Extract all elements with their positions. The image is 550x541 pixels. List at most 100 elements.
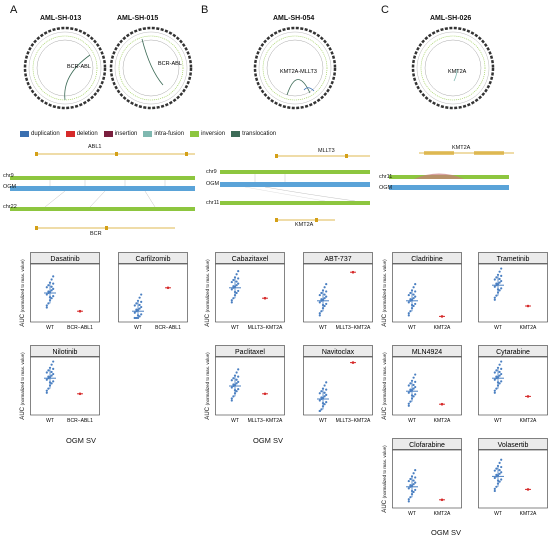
wt-point xyxy=(235,284,238,287)
wt-point xyxy=(47,369,50,372)
plot-frame xyxy=(392,449,462,509)
wt-point xyxy=(323,395,326,398)
x-axis-title-b: OGM SV xyxy=(253,436,284,445)
wt-point xyxy=(500,458,503,461)
wt-point xyxy=(318,293,321,297)
wt-point xyxy=(237,388,240,391)
wt-point xyxy=(412,395,415,398)
wt-point xyxy=(409,291,412,295)
plot-title-strip xyxy=(392,438,462,450)
wt-point xyxy=(498,469,501,472)
wt-point xyxy=(495,369,498,372)
wt-point xyxy=(45,391,48,394)
plot-title: Cytarabine xyxy=(496,349,530,356)
wt-point xyxy=(325,290,328,293)
wt-point xyxy=(325,401,328,404)
wt-point xyxy=(412,383,415,387)
plot-title-strip xyxy=(30,252,100,264)
scatter-plot: Trametinib WT KMT2A xyxy=(478,252,548,331)
wt-point xyxy=(325,295,328,298)
plot-frame xyxy=(303,356,373,416)
wt-point xyxy=(50,285,53,288)
wt-point xyxy=(500,380,503,383)
wt-point xyxy=(235,378,238,381)
wt-point xyxy=(323,304,326,308)
wt-point xyxy=(500,360,503,363)
wt-point xyxy=(323,384,326,387)
wt-point xyxy=(237,375,240,378)
wt-point xyxy=(52,295,55,298)
y-axis-sub: (normalized to max. value) xyxy=(20,352,25,406)
wt-point xyxy=(493,391,496,394)
wt-point xyxy=(138,296,141,299)
wt-point xyxy=(414,488,417,492)
wt-point xyxy=(52,275,55,278)
wt-point xyxy=(500,372,503,376)
wt-point xyxy=(412,490,415,494)
category-label: BCR−ABL1 xyxy=(155,325,181,331)
wt-point xyxy=(318,314,321,317)
wt-point xyxy=(409,496,412,499)
category-label: KMT2A xyxy=(434,511,451,517)
wt-point xyxy=(412,286,415,289)
plot-title: Cladribine xyxy=(411,256,443,263)
category-label: WT xyxy=(408,325,416,331)
sample-title-a2: AML-SH-015 xyxy=(117,15,159,22)
scatter-plot: Dasatinib WT BCR−ABL1 xyxy=(30,252,100,331)
category-label: MLLT3−KMT2A xyxy=(336,325,371,331)
wt-point xyxy=(140,313,143,316)
wt-point xyxy=(414,302,417,306)
track-label-chr9: chr9 xyxy=(3,173,14,179)
wt-point xyxy=(323,403,326,406)
wt-point xyxy=(52,360,55,363)
wt-point xyxy=(407,500,410,503)
wt-point xyxy=(230,386,233,389)
wt-point xyxy=(47,284,50,287)
wt-point xyxy=(500,465,503,469)
wt-point xyxy=(235,273,238,276)
y-axis-main: AUC xyxy=(205,312,211,327)
plot-frame xyxy=(478,263,548,323)
wt-point xyxy=(410,289,414,292)
panel-letter-b: B xyxy=(201,4,209,16)
wt-point xyxy=(237,270,240,273)
circos-annotation: BCR-ABL xyxy=(67,64,91,70)
plot-title-strip xyxy=(392,252,462,264)
plot-title-strip xyxy=(215,252,285,264)
wt-point xyxy=(50,297,53,300)
category-label: KMT2A xyxy=(520,418,537,424)
plot-title-strip xyxy=(215,345,285,357)
plot-title: Clofarabine xyxy=(409,442,445,449)
category-label: WT xyxy=(134,325,142,331)
wt-point xyxy=(230,301,233,304)
wt-point xyxy=(495,467,498,470)
track-label-ogm-c: OGM xyxy=(379,185,393,191)
wt-point xyxy=(500,367,503,370)
y-axis-main: AUC xyxy=(382,312,388,327)
plot-title: MLN4924 xyxy=(412,349,442,356)
category-label: WT xyxy=(231,325,239,331)
wt-point xyxy=(407,312,410,315)
wt-point xyxy=(323,286,326,289)
wt-point xyxy=(52,372,55,376)
legend-swatch xyxy=(103,131,113,137)
category-label: WT xyxy=(494,511,502,517)
wt-point xyxy=(45,389,48,392)
category-label: WT xyxy=(319,418,327,424)
wt-point xyxy=(412,376,415,379)
wt-point xyxy=(414,373,417,376)
wt-point xyxy=(47,302,50,305)
category-label: KMT2A xyxy=(520,511,537,517)
wt-point xyxy=(135,316,138,320)
plot-title-strip xyxy=(303,345,373,357)
wt-point xyxy=(318,392,321,395)
wt-point xyxy=(321,289,325,292)
x-axis-title-c: OGM SV xyxy=(431,528,462,537)
plot-title-strip xyxy=(303,252,373,264)
wt-point xyxy=(323,297,326,300)
wt-point xyxy=(45,378,48,381)
wt-point xyxy=(318,399,321,402)
wt-point xyxy=(235,371,238,374)
wt-point xyxy=(325,388,328,391)
plot-title-strip xyxy=(30,345,100,357)
